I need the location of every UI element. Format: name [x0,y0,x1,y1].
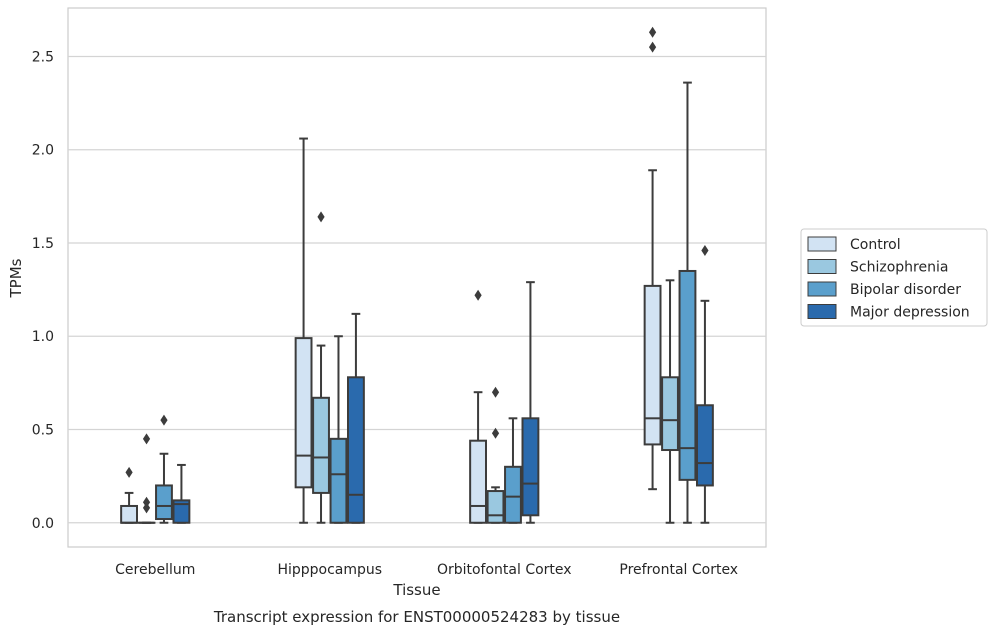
outlier-point [701,244,709,256]
box-iqr [347,376,365,524]
legend-swatch [807,259,837,274]
box-iqr [504,465,522,524]
y-tick-label: 0.5 [32,423,54,439]
x-tick-label: Cerebellum [115,562,195,578]
outlier-point [317,211,325,223]
box-iqr [155,484,173,521]
box-control [294,137,313,524]
legend-label: Control [850,237,901,253]
box-iqr [678,269,697,481]
box-iqr [294,337,313,489]
legend-swatch [807,304,837,319]
legend-label: Schizophrenia [850,260,948,276]
box-schizophrenia [486,386,505,524]
outlier-point [142,433,151,445]
legend: Control Schizophrenia Bipolar disorder Majo… [800,228,988,327]
y-axis-ticks: 0.0 0.5 1.0 1.5 2.0 2.5 [32,49,54,531]
box-iqr [696,404,714,487]
x-axis-ticks: Cerebellum Hipppocampus Orbitofontal Corte… [115,562,738,578]
box-iqr [486,490,505,524]
legend-frame [800,228,988,327]
box-major-depression [521,281,540,524]
y-tick-label: 1.0 [32,329,54,345]
y-tick-label: 1.5 [32,236,54,252]
box-bipolar-disorder [155,414,173,524]
y-tick-label: 0.0 [32,516,54,532]
box-iqr [469,439,487,524]
box-bipolar-disorder [329,335,348,524]
box-schizophrenia [312,211,330,524]
box-major-depression [172,463,191,524]
box-iqr [329,437,348,524]
box-control [643,26,662,491]
box-iqr [312,396,330,494]
x-tick-label: Orbitofontal Cortex [437,562,572,578]
outlier-point [125,466,133,478]
legend-swatch [807,281,837,297]
legend-label: Bipolar disorder [850,282,961,298]
box-control [469,289,487,524]
y-tick-label: 2.0 [32,143,54,159]
box-schizophrenia [661,279,679,524]
box-major-depression [347,312,365,524]
box-iqr [120,504,139,524]
legend-swatch [807,236,837,252]
outlier-point [491,427,500,439]
box-control [120,466,139,524]
x-tick-label: Prefrontal Cortex [619,562,738,578]
box-iqr [643,284,662,446]
chart-caption: Transcript expression for ENST0000052428… [213,608,620,626]
outlier-point [142,496,151,508]
outlier-point [648,26,657,38]
gridlines [68,55,766,524]
box-schizophrenia [137,433,156,524]
box-bipolar-disorder [504,417,522,524]
box-iqr [661,376,679,452]
plot-area [67,7,767,548]
legend-label: Major depression [850,305,970,321]
outlier-point [474,289,482,301]
box-bipolar-disorder [678,81,697,524]
y-tick-label: 2.5 [32,49,54,65]
x-axis-title: Tissue [392,581,440,599]
outlier-point [142,502,151,514]
outlier-point [648,41,657,53]
y-axis-title: TPMs [7,258,25,298]
outlier-point [160,414,168,426]
box-groups [120,26,714,524]
outlier-point [491,386,500,398]
box-iqr [172,499,191,524]
box-major-depression [696,244,714,524]
box-iqr [521,417,540,517]
x-tick-label: Hipppocampus [277,562,382,578]
